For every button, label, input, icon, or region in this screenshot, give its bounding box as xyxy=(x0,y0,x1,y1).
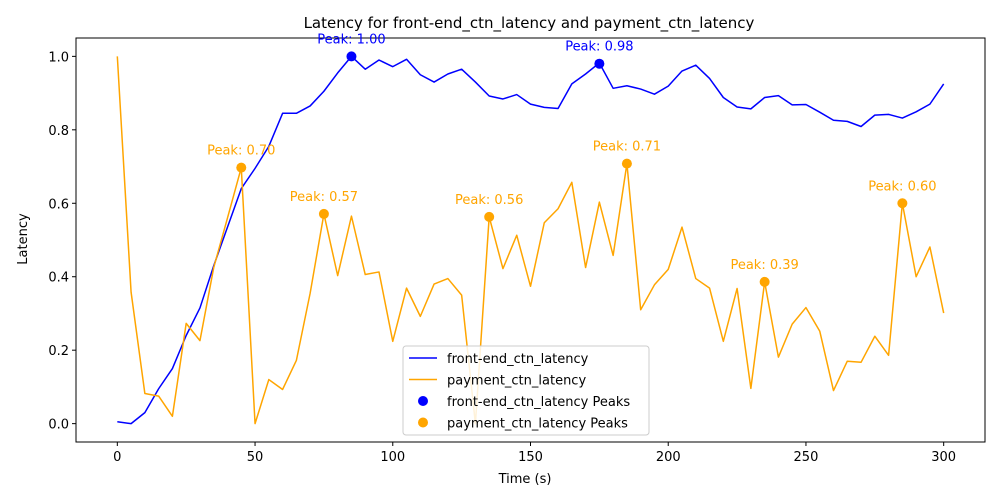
peak-marker xyxy=(346,51,357,62)
y-axis-label: Latency xyxy=(16,213,31,265)
x-tick-label: 200 xyxy=(656,450,681,465)
y-tick-label: 0.6 xyxy=(48,197,69,212)
legend: front-end_ctn_latency payment_ctn_latency… xyxy=(402,345,650,436)
plot-area: 0 50 100 150 200 250 300 0.0 0.2 0.4 0.6 0.8 1.0 Peak… xyxy=(48,32,986,465)
peak-label: Peak: 0.70 xyxy=(207,144,275,159)
peak-marker xyxy=(594,58,605,69)
legend-marker-swatch xyxy=(418,396,428,406)
x-tick-label: 0 xyxy=(113,450,121,465)
y-tick-label: 0.0 xyxy=(48,418,69,433)
legend-label: front-end_ctn_latency Peaks xyxy=(447,395,630,410)
x-tick-label: 150 xyxy=(518,450,543,465)
x-axis-label: Time (s) xyxy=(498,472,552,487)
legend-box xyxy=(402,345,650,436)
peak-marker xyxy=(897,198,908,209)
legend-label: front-end_ctn_latency xyxy=(447,352,589,367)
peak-label: Peak: 0.98 xyxy=(565,40,633,55)
peak-marker xyxy=(318,208,329,219)
x-tick-label: 100 xyxy=(380,450,405,465)
x-tick-label: 250 xyxy=(794,450,819,465)
legend-label: payment_ctn_latency xyxy=(447,374,586,389)
y-tick-label: 0.4 xyxy=(48,271,69,286)
y-tick-label: 1.0 xyxy=(48,50,69,65)
peak-label: Peak: 0.60 xyxy=(868,179,936,194)
peak-label: Peak: 0.56 xyxy=(455,193,523,208)
y-tick-label: 0.2 xyxy=(48,344,69,359)
series-line-payment_ctn_latency xyxy=(116,56,945,425)
peak-marker xyxy=(236,162,247,173)
peak-label: Peak: 0.57 xyxy=(290,190,358,205)
x-tick-label: 50 xyxy=(247,450,264,465)
peak-label: Peak: 0.39 xyxy=(730,258,798,273)
peak-marker xyxy=(484,211,495,222)
legend-label: payment_ctn_latency Peaks xyxy=(447,417,628,432)
series-line-front-end_ctn_latency xyxy=(117,55,945,425)
peak-label: Peak: 1.00 xyxy=(317,32,385,47)
legend-marker-swatch xyxy=(418,417,428,428)
chart-title: Latency for front-end_ctn_latency and pa… xyxy=(304,14,755,33)
x-tick-label: 300 xyxy=(931,450,956,465)
peak-marker xyxy=(621,158,632,169)
peak-marker xyxy=(759,276,770,287)
y-tick-label: 0.8 xyxy=(48,124,69,139)
peak-label: Peak: 0.71 xyxy=(593,140,661,155)
